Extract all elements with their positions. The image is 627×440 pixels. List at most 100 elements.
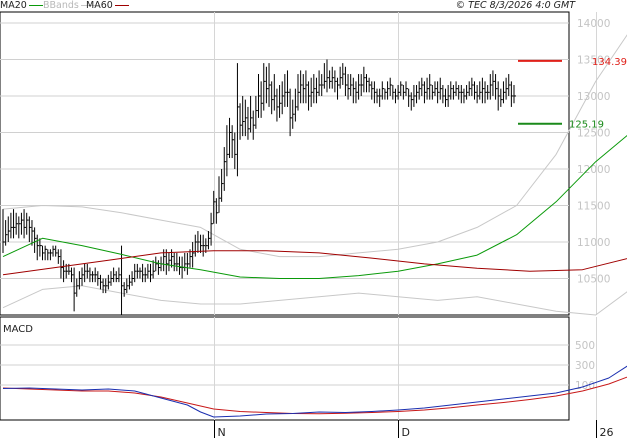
price-bar xyxy=(81,267,85,286)
price-bar xyxy=(447,85,451,107)
price-bar xyxy=(413,85,416,107)
price-bar xyxy=(292,99,295,129)
price-bar xyxy=(416,85,419,104)
price-bar xyxy=(363,66,366,93)
price-bar xyxy=(221,168,224,202)
price-bar xyxy=(255,95,258,129)
price-bar xyxy=(442,85,445,104)
price-bar xyxy=(313,74,316,104)
price-bar xyxy=(36,234,40,261)
price-bar xyxy=(505,77,509,100)
legend-ma20-swatch xyxy=(28,5,43,6)
price-bar xyxy=(165,249,169,275)
price-bar xyxy=(376,88,380,104)
price-bar xyxy=(102,278,106,294)
price-bar xyxy=(318,70,322,96)
price-bar xyxy=(150,263,153,283)
price-bar xyxy=(123,282,127,297)
price-bar xyxy=(387,81,390,100)
price-bar xyxy=(252,110,256,140)
resistance-label: 134.39 xyxy=(592,57,627,68)
price-bar xyxy=(34,227,37,253)
price-bar xyxy=(134,263,137,283)
legend-ma60: MA60 xyxy=(86,0,129,12)
ma20-line xyxy=(2,134,627,279)
price-bar xyxy=(13,209,16,239)
price-bar xyxy=(70,267,74,283)
price-bar xyxy=(502,81,506,104)
price-bar xyxy=(144,267,148,283)
price-bar xyxy=(142,263,145,283)
price-bar xyxy=(365,74,369,93)
price-bar xyxy=(450,81,453,100)
price-bar xyxy=(344,66,348,96)
macd-tick-label: 300 xyxy=(575,360,595,372)
price-bar xyxy=(234,132,237,169)
price-bar xyxy=(15,212,19,235)
price-bar xyxy=(455,81,459,96)
x-tick-label: D xyxy=(402,426,410,439)
price-bar xyxy=(368,77,372,93)
price-bar xyxy=(258,74,261,118)
price-bar xyxy=(136,263,140,279)
price-bar xyxy=(323,63,327,89)
price-bar xyxy=(213,190,216,224)
price-bar xyxy=(360,74,364,96)
price-bar xyxy=(244,99,248,137)
price-bar xyxy=(78,271,82,290)
price-bar xyxy=(405,81,409,96)
price-bar xyxy=(373,81,377,104)
price-bar xyxy=(466,85,469,100)
price-bar xyxy=(289,88,293,137)
price-bar xyxy=(42,245,45,261)
price-bar xyxy=(26,212,29,235)
price-bar xyxy=(31,220,34,246)
macd-line xyxy=(2,365,627,418)
legend-ma20-label: MA20 xyxy=(0,0,27,11)
price-bar xyxy=(99,274,103,290)
price-tick-label: 13500 xyxy=(577,54,610,66)
price-bar xyxy=(207,231,211,250)
price-bar xyxy=(7,216,11,242)
price-bar xyxy=(458,85,461,100)
price-bar xyxy=(55,245,58,257)
price-bar xyxy=(5,220,8,246)
price-bar xyxy=(429,74,432,100)
price-bar xyxy=(250,95,253,133)
price-bar xyxy=(310,77,314,107)
price-bar xyxy=(379,88,382,107)
price-tick-label: 14000 xyxy=(577,18,610,30)
price-bar xyxy=(263,63,266,111)
price-bar xyxy=(200,234,203,253)
price-bar xyxy=(215,198,219,224)
price-bar xyxy=(279,85,282,118)
price-bar xyxy=(147,263,150,279)
price-bar xyxy=(331,66,335,89)
price-bar xyxy=(489,74,493,100)
price-bar xyxy=(297,74,301,111)
price-bar xyxy=(508,74,511,96)
price-bar xyxy=(495,74,498,100)
bb-upper-line xyxy=(2,34,627,258)
price-bar xyxy=(339,66,343,89)
price-bar xyxy=(155,256,158,272)
price-bar xyxy=(168,252,171,272)
price-bar xyxy=(128,274,132,290)
price-bar xyxy=(118,267,121,283)
price-bar xyxy=(184,252,187,272)
price-bar xyxy=(265,66,269,104)
legend-bbands: BBands xyxy=(43,0,95,12)
price-bar xyxy=(84,263,87,283)
price-bar xyxy=(410,92,414,111)
price-bar xyxy=(110,271,113,286)
price-bar xyxy=(352,77,356,104)
price-bar xyxy=(273,74,277,111)
price-bar xyxy=(86,263,90,279)
price-bar xyxy=(218,176,221,213)
price-bar xyxy=(76,278,79,297)
price-bar xyxy=(10,212,13,239)
price-bar xyxy=(439,77,443,100)
price-bar xyxy=(105,278,108,294)
price-tick-label: 12500 xyxy=(577,127,610,139)
price-bar xyxy=(205,238,208,253)
